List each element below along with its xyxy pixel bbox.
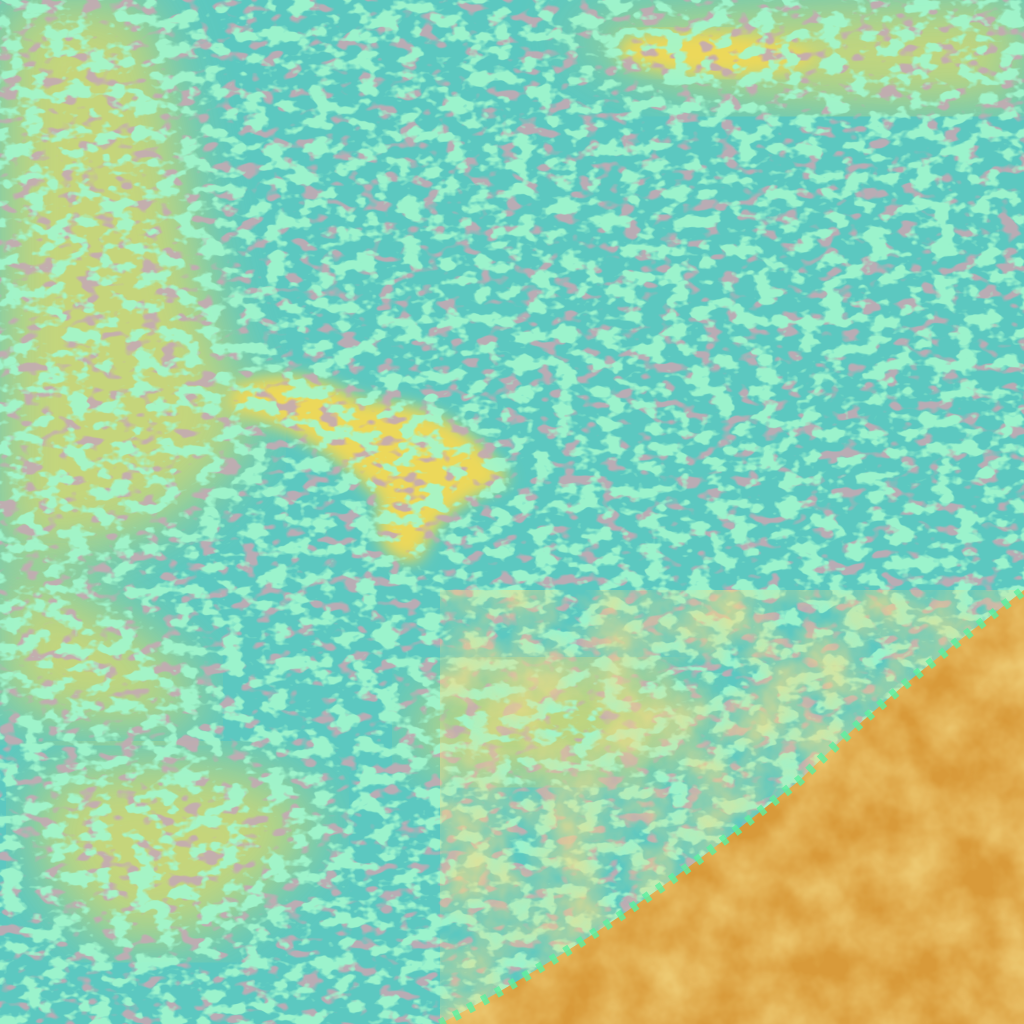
coastline-cloud-edge [437,586,1024,1024]
land-texture [440,590,1024,1024]
